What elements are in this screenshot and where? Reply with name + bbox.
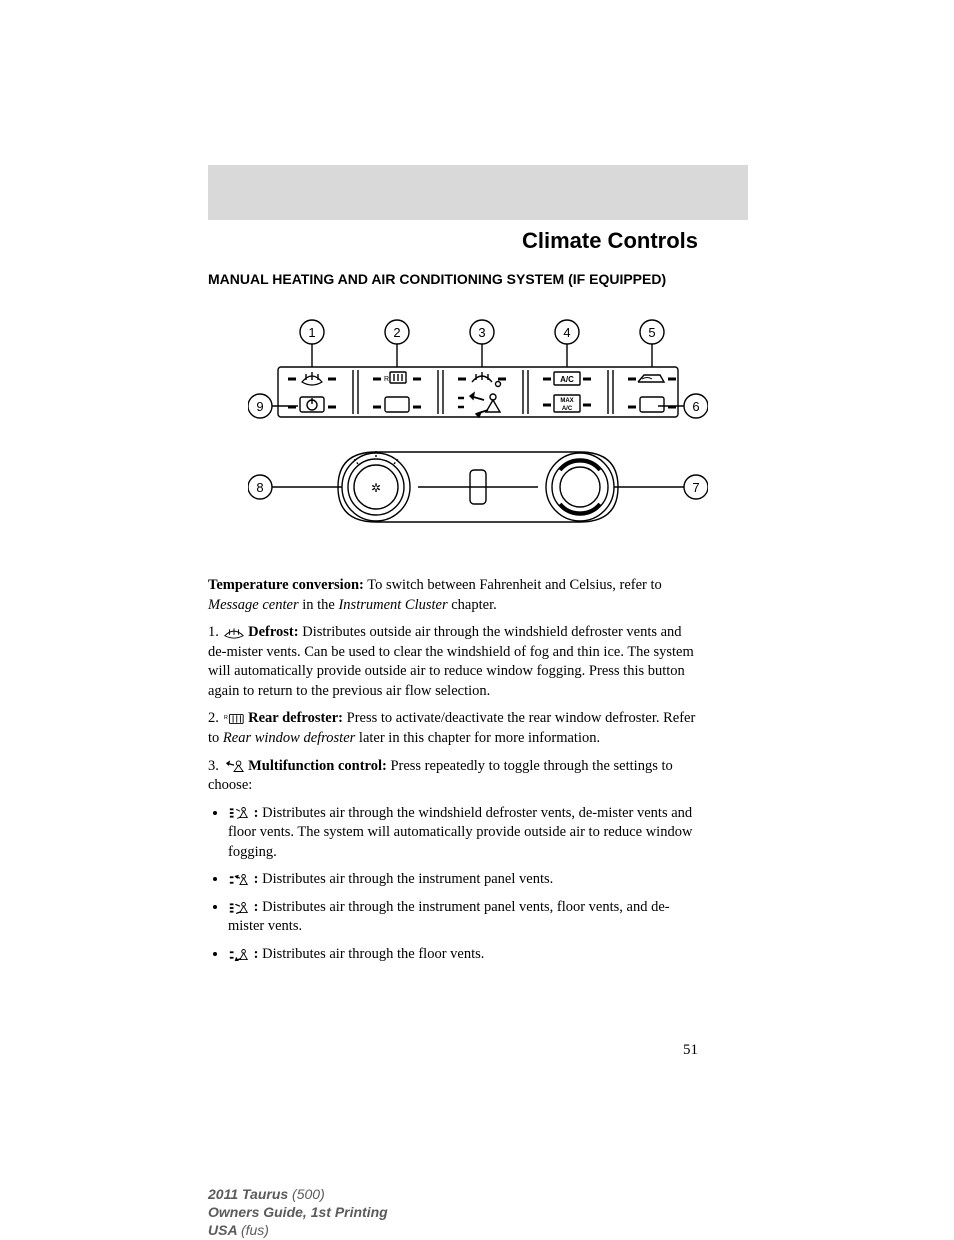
- callout-1: 1: [300, 320, 324, 367]
- footer-line-2: Owners Guide, 1st Printing: [208, 1203, 698, 1221]
- temp-conv-label: Temperature conversion:: [208, 577, 364, 593]
- footer: 2011 Taurus (500) Owners Guide, 1st Prin…: [208, 1185, 698, 1240]
- lower-panel: ✲: [338, 451, 618, 522]
- callout-9: 9: [248, 394, 298, 418]
- temp-conversion-paragraph: Temperature conversion: To switch betwee…: [208, 576, 698, 615]
- svg-text:9: 9: [256, 399, 263, 414]
- bullet-panel-floor: : Distributes air through the instrument…: [228, 898, 698, 937]
- svg-text:A/C: A/C: [562, 406, 573, 412]
- svg-text:1: 1: [308, 325, 315, 340]
- svg-text:4: 4: [563, 325, 570, 340]
- svg-text:7: 7: [692, 480, 699, 495]
- mode-defrost-floor-icon: [228, 806, 250, 820]
- callout-3: 3: [470, 320, 494, 367]
- svg-text:R: R: [223, 715, 227, 721]
- item-1-defrost: 1. Defrost: Distributes outside air thro…: [208, 623, 698, 701]
- footer-line-3: USA (fus): [208, 1221, 698, 1239]
- body-text: Temperature conversion: To switch betwee…: [208, 576, 698, 973]
- button-4-ac: A/C MAX A/C: [543, 372, 591, 412]
- mode-floor-icon: [228, 948, 250, 962]
- section-heading: MANUAL HEATING AND AIR CONDITIONING SYST…: [208, 270, 698, 288]
- header-band: [208, 165, 748, 220]
- button-2-rear-defrost: R: [373, 372, 421, 412]
- callout-4: 4: [555, 320, 579, 367]
- bullet-defrost-floor: : Distributes air through the windshield…: [228, 804, 698, 863]
- climate-control-diagram: 1 2 3 4 5: [248, 312, 708, 552]
- item-2-rear-defroster: 2. R Rear defroster: Press to activate/d…: [208, 709, 698, 748]
- button-3-multifunction: [458, 372, 506, 417]
- callout-8: 8: [248, 475, 342, 499]
- multifunction-icon: [223, 759, 245, 773]
- mode-panel-floor-icon: [228, 901, 250, 915]
- footer-line-1: 2011 Taurus (500): [208, 1185, 698, 1203]
- callout-2: 2: [385, 320, 409, 367]
- svg-text:A/C: A/C: [560, 375, 574, 384]
- callout-7: 7: [614, 475, 708, 499]
- bullet-panel: : Distributes air through the instrument…: [228, 870, 698, 890]
- multifunction-bullet-list: : Distributes air through the windshield…: [208, 804, 698, 965]
- document-page: Climate Controls MANUAL HEATING AND AIR …: [0, 0, 954, 1235]
- defrost-icon: [223, 626, 245, 640]
- callout-6: 6: [658, 394, 708, 418]
- svg-text:5: 5: [648, 325, 655, 340]
- callout-5: 5: [640, 320, 664, 367]
- svg-text:MAX: MAX: [560, 398, 573, 404]
- item-3-multifunction: 3. Multifunction control: Press repeated…: [208, 757, 698, 796]
- svg-text:3: 3: [478, 325, 485, 340]
- chapter-title: Climate Controls: [208, 228, 698, 254]
- rear-defrost-icon: R: [223, 712, 245, 726]
- svg-text:2: 2: [393, 325, 400, 340]
- page-number: 51: [208, 1042, 698, 1059]
- svg-text:8: 8: [256, 480, 263, 495]
- svg-text:✲: ✲: [371, 481, 381, 495]
- svg-text:R: R: [384, 376, 389, 383]
- mode-panel-icon: [228, 873, 250, 887]
- svg-text:6: 6: [692, 399, 699, 414]
- bullet-floor: : Distributes air through the floor vent…: [228, 945, 698, 965]
